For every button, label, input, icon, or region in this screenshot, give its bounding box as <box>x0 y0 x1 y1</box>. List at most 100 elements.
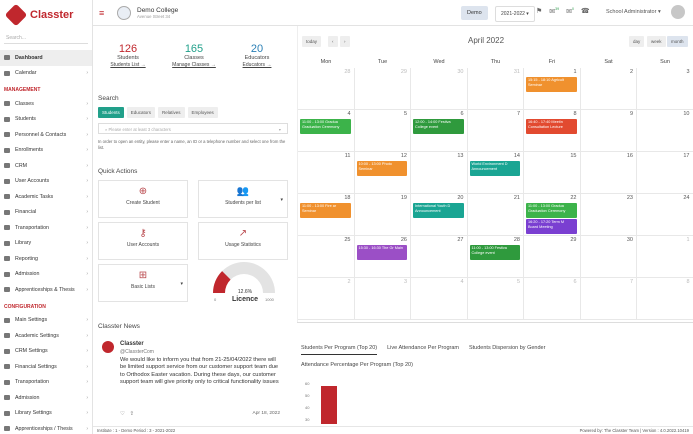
calendar-day[interactable]: 25 <box>298 236 355 278</box>
calendar-day[interactable]: 6 <box>524 278 581 320</box>
educators-link[interactable]: Educators → <box>242 62 272 68</box>
calendar-day[interactable]: 26 <box>354 236 411 278</box>
calendar-day[interactable]: 21 <box>467 194 524 236</box>
calendar-event[interactable]: 11:00 - 13:00 Fire ar Seminar <box>300 203 351 218</box>
calendar-event[interactable]: 11:00 - 13:00 Festiva College event <box>469 245 520 260</box>
calendar-day[interactable]: 12 <box>354 152 411 194</box>
calendar-day[interactable]: 4 <box>411 278 468 320</box>
calendar-day[interactable]: 7 <box>580 278 637 320</box>
calendar-event[interactable]: World Environment D Announcement <box>469 161 520 176</box>
calendar-day[interactable]: 4 <box>298 110 355 152</box>
calendar-day[interactable]: 19 <box>354 194 411 236</box>
calendar-day[interactable]: 29 <box>524 236 581 278</box>
calendar-day[interactable]: 7 <box>467 110 524 152</box>
sidebar-item-transportation[interactable]: Transportation › <box>0 375 92 391</box>
share-icon[interactable]: ⇪ <box>129 411 135 417</box>
calendar-day[interactable]: 24 <box>637 194 693 236</box>
tab-students[interactable]: Students <box>98 107 124 118</box>
students-list-link[interactable]: Students List → <box>110 62 146 68</box>
calendar-day[interactable]: 30 <box>580 236 637 278</box>
heart-icon[interactable]: ♡ <box>120 411 125 417</box>
next-button[interactable]: › <box>340 36 350 47</box>
calendar-day[interactable]: 3 <box>637 68 693 110</box>
tab-relatives[interactable]: Relatives <box>158 107 185 118</box>
sidebar-item-crm-settings[interactable]: CRM Settings › <box>0 344 92 360</box>
sidebar-item-apprenticeships-thesis[interactable]: Apprenticeships / Thesis › <box>0 421 92 434</box>
user-menu[interactable]: School Administrator ▾ <box>606 9 661 15</box>
sidebar-item-personnel-contacts[interactable]: Personnel & Contacts › <box>0 127 92 143</box>
tab-gender-dispersion[interactable]: Students Dispersion by Gender <box>468 345 546 351</box>
view-day-button[interactable]: day <box>629 36 645 47</box>
calendar-day[interactable]: 17 <box>637 152 693 194</box>
sidebar-item-transportation[interactable]: Transportation › <box>0 220 92 236</box>
calendar-day[interactable]: 16 <box>580 152 637 194</box>
basic-lists-button[interactable]: ⊞ Basic Lists ▾ <box>98 264 188 302</box>
create-student-button[interactable]: ⊕ Create Student <box>98 180 188 218</box>
calendar-day[interactable]: 6 <box>411 110 468 152</box>
calendar-day[interactable]: 2 <box>580 68 637 110</box>
calendar-day[interactable]: 23 <box>580 194 637 236</box>
sidebar-item-academic-settings[interactable]: Academic Settings › <box>0 328 92 344</box>
calendar-day[interactable]: 2 <box>298 278 355 320</box>
sidebar-item-apprenticeships-thesis[interactable]: Apprenticeships & Thesis › <box>0 282 92 298</box>
calendar-day[interactable]: 29 <box>354 68 411 110</box>
help-icon[interactable]: ☎ <box>580 8 590 15</box>
sidebar-item-main-settings[interactable]: Main Settings › <box>0 313 92 329</box>
calendar-day[interactable]: 8 <box>637 278 693 320</box>
calendar-day[interactable]: 8 <box>524 110 581 152</box>
sidebar-item-dashboard[interactable]: Dashboard <box>0 50 92 66</box>
calendar-day[interactable]: 20 <box>411 194 468 236</box>
calendar-event[interactable]: 12:00 - 14:00 Festiva College event <box>413 119 464 134</box>
sidebar-item-students[interactable]: Students › <box>0 112 92 128</box>
calendar-day[interactable]: 5 <box>354 110 411 152</box>
calendar-event[interactable]: International Youth D Announcement <box>413 203 464 218</box>
sidebar-item-user-accounts[interactable]: User Accounts › <box>0 174 92 190</box>
calendar-day[interactable]: 14 <box>467 152 524 194</box>
calendar-day[interactable]: 31 <box>467 68 524 110</box>
calendar-day[interactable]: 18 <box>298 194 355 236</box>
calendar-event[interactable]: 16:20 - 17:20 Term M Board Meeting <box>526 219 577 234</box>
today-button[interactable]: today <box>302 36 322 47</box>
view-month-button[interactable]: month <box>667 36 688 47</box>
calendar-day[interactable]: 11 <box>298 152 355 194</box>
calendar-day[interactable]: 9 <box>580 110 637 152</box>
sidebar-item-financial[interactable]: Financial › <box>0 205 92 221</box>
calendar-day[interactable]: 30 <box>411 68 468 110</box>
sidebar-item-admission[interactable]: Admission › <box>0 267 92 283</box>
calendar-day[interactable]: 28 <box>298 68 355 110</box>
sidebar-item-financial-settings[interactable]: Financial Settings › <box>0 359 92 375</box>
tab-employees[interactable]: Employees <box>187 107 218 118</box>
demo-button[interactable]: Demo <box>461 6 488 20</box>
calendar-event[interactable]: 16:40 - 17:40 Meetin Consultation Lectur… <box>526 119 577 134</box>
flag-icon[interactable]: ⚑ <box>536 8 543 15</box>
tab-students-per-program[interactable]: Students Per Program (Top 20) <box>301 345 378 355</box>
calendar-day[interactable]: 22 <box>524 194 581 236</box>
sidebar-item-classes[interactable]: Classes › <box>0 96 92 112</box>
students-per-list-button[interactable]: 👥 Students per list ▾ <box>198 180 288 218</box>
sidebar-item-crm[interactable]: CRM › <box>0 158 92 174</box>
tab-educators[interactable]: Educators <box>126 107 156 118</box>
tab-live-attendance[interactable]: Live Attendance Per Program <box>387 345 459 351</box>
calendar-day[interactable]: 5 <box>467 278 524 320</box>
sidebar-item-admission[interactable]: Admission › <box>0 390 92 406</box>
view-week-button[interactable]: week <box>647 36 666 47</box>
calendar-day[interactable]: 3 <box>354 278 411 320</box>
sidebar-item-academic-tasks[interactable]: Academic Tasks › <box>0 189 92 205</box>
usage-statistics-button[interactable]: ↗ Usage Statistics <box>198 222 288 260</box>
notifications-icon[interactable]: ✉0 <box>566 7 574 16</box>
sidebar-item-enrollments[interactable]: Enrollments › <box>0 143 92 159</box>
messages-icon[interactable]: ✉39 <box>549 7 560 16</box>
calendar-day[interactable]: 27 <box>411 236 468 278</box>
prev-button[interactable]: ‹ <box>328 36 338 47</box>
calendar-day[interactable]: 13 <box>411 152 468 194</box>
year-select[interactable]: 2021-2022 ▾ <box>495 6 535 22</box>
calendar-event[interactable]: 15:15 - 18:10 Agricult Seminar <box>526 77 577 92</box>
user-accounts-button[interactable]: ⚷ User Accounts <box>98 222 188 260</box>
calendar-day[interactable]: 1 <box>637 236 693 278</box>
manage-classes-link[interactable]: Manage Classes → <box>172 62 216 68</box>
calendar-day[interactable]: 28 <box>467 236 524 278</box>
calendar-event[interactable]: 11:00 - 13:00 Gradua Graduation Ceremony <box>526 203 577 218</box>
calendar-day[interactable]: 1 <box>524 68 581 110</box>
sidebar-item-reporting[interactable]: Reporting › <box>0 251 92 267</box>
sidebar-item-library-settings[interactable]: Library Settings › <box>0 406 92 422</box>
